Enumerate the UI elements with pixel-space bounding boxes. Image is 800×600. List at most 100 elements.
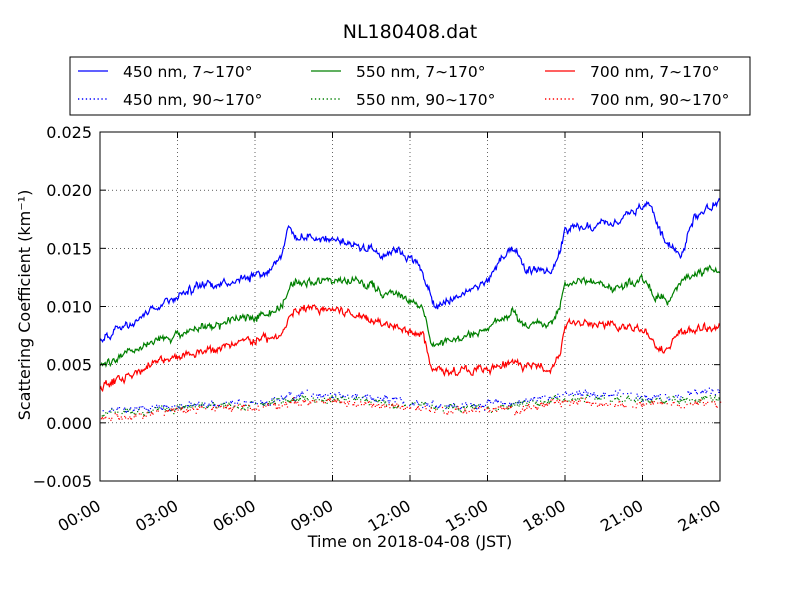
data-point (150, 411, 152, 413)
data-point (688, 391, 690, 393)
data-point (714, 395, 716, 397)
data-point (673, 396, 675, 398)
data-point (696, 393, 698, 395)
data-point (547, 399, 549, 401)
legend: 450 nm, 7∼170° 550 nm, 7∼170° 700 nm, 7∼17… (69, 56, 751, 116)
data-point (335, 401, 338, 403)
data-point (117, 415, 119, 417)
data-point (472, 407, 474, 409)
data-point (351, 396, 353, 398)
data-point (518, 405, 520, 407)
data-point (650, 403, 652, 405)
data-point (181, 407, 183, 409)
data-point (454, 408, 456, 410)
data-point (492, 402, 494, 404)
data-point (447, 413, 449, 415)
data-point (114, 411, 116, 413)
y-tick-label: 0.000 (46, 414, 92, 433)
data-point (439, 405, 441, 407)
data-point (546, 404, 549, 406)
data-point (261, 403, 264, 405)
data-point (372, 404, 374, 406)
data-point (499, 406, 501, 408)
data-point (301, 391, 303, 393)
data-point (142, 417, 144, 419)
data-point (250, 401, 252, 403)
data-point (457, 406, 459, 408)
data-point (486, 406, 488, 408)
data-point (706, 390, 708, 392)
data-point (248, 404, 250, 406)
data-point (111, 417, 113, 419)
data-point (537, 397, 539, 399)
data-point (677, 401, 679, 403)
data-point (318, 399, 320, 401)
data-point (666, 403, 668, 405)
data-point (216, 407, 218, 409)
data-point (601, 395, 603, 397)
data-point (526, 402, 528, 404)
data-point (659, 397, 661, 399)
data-point (177, 409, 179, 411)
data-point (585, 396, 587, 399)
data-point (197, 408, 199, 410)
data-point (586, 394, 588, 396)
data-point (466, 406, 468, 409)
data-point (205, 406, 208, 408)
data-point (360, 401, 362, 403)
data-point (102, 415, 104, 417)
data-point (545, 404, 547, 406)
data-point (212, 404, 214, 406)
data-point (488, 411, 490, 413)
data-point (223, 405, 225, 407)
data-point (292, 398, 294, 400)
data-point (289, 393, 291, 395)
data-point (497, 408, 499, 410)
data-point (470, 406, 472, 408)
data-point (385, 401, 387, 403)
data-point (140, 413, 142, 415)
data-point (649, 398, 651, 400)
data-point (657, 402, 659, 404)
data-point (293, 399, 295, 401)
data-point (233, 406, 235, 408)
data-point (225, 407, 227, 409)
data-point (635, 397, 637, 399)
data-point (475, 407, 477, 409)
data-point (273, 401, 275, 403)
data-point (273, 398, 275, 400)
data-point (303, 401, 305, 403)
data-point (295, 397, 297, 399)
data-point (510, 406, 512, 408)
data-point (323, 397, 326, 399)
data-point (371, 406, 373, 408)
data-point (385, 396, 388, 398)
data-point (343, 401, 345, 403)
data-point (415, 409, 417, 411)
data-point (243, 408, 245, 410)
data-point (514, 404, 516, 406)
data-point (324, 402, 326, 404)
data-point (392, 405, 394, 407)
data-point (284, 397, 286, 399)
data-point (598, 397, 600, 399)
data-point (296, 395, 298, 397)
data-point (703, 404, 705, 406)
data-point (709, 395, 711, 397)
data-point (151, 412, 153, 414)
data-point (218, 404, 220, 406)
data-point (464, 408, 466, 410)
data-point (474, 405, 476, 407)
data-point (616, 394, 618, 396)
data-point (516, 404, 518, 406)
data-point (294, 400, 296, 402)
data-point (514, 414, 516, 416)
data-point (544, 395, 546, 397)
data-point (550, 399, 552, 401)
data-point (333, 400, 335, 402)
data-point (393, 397, 395, 399)
data-point (425, 408, 427, 410)
data-point (552, 399, 554, 401)
data-point (428, 405, 431, 407)
data-point (156, 404, 158, 406)
